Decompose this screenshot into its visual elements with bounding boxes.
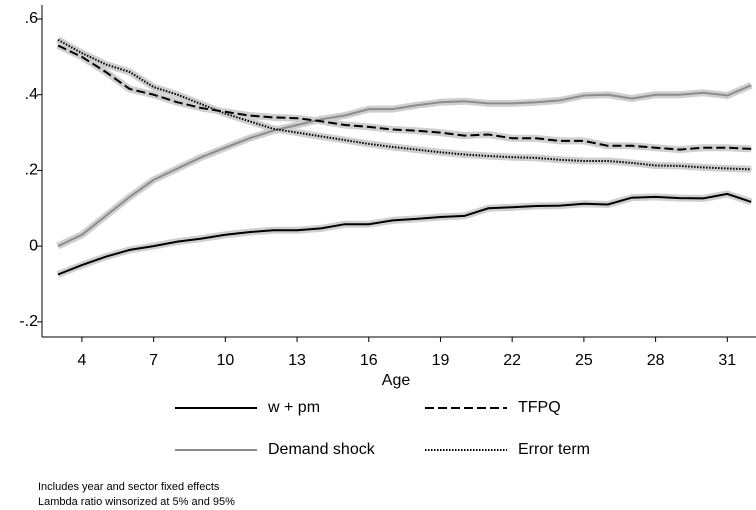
x-axis-label: Age bbox=[382, 372, 411, 389]
legend-label: Demand shock bbox=[268, 441, 376, 458]
x-tick-label: 4 bbox=[77, 352, 86, 369]
x-tick-label: 28 bbox=[647, 352, 665, 369]
series-line bbox=[57, 192, 752, 276]
series-line bbox=[57, 84, 752, 248]
x-tick-label: 25 bbox=[575, 352, 593, 369]
legend-label: w + pm bbox=[267, 399, 320, 416]
y-tick-label: .2 bbox=[25, 162, 38, 179]
x-tick-label: 16 bbox=[360, 352, 378, 369]
note: Includes year and sector fixed effects bbox=[38, 481, 220, 493]
x-tick-label: 19 bbox=[432, 352, 450, 369]
y-tick-label: 0 bbox=[29, 237, 38, 254]
x-tick-label: 13 bbox=[288, 352, 306, 369]
legend-label: TFPQ bbox=[518, 399, 561, 416]
x-tick-label: 7 bbox=[149, 352, 158, 369]
y-tick-label: .6 bbox=[25, 10, 38, 27]
x-tick-label: 31 bbox=[718, 352, 736, 369]
series-line bbox=[57, 38, 752, 171]
confidence-band bbox=[56, 42, 752, 154]
note: Lambda ratio winsorized at 5% and 95% bbox=[38, 496, 235, 508]
y-tick-label: .4 bbox=[25, 86, 38, 103]
x-tick-label: 10 bbox=[216, 352, 234, 369]
x-tick-label: 22 bbox=[503, 352, 521, 369]
y-tick-label: -.2 bbox=[19, 313, 38, 330]
legend-label: Error term bbox=[518, 441, 590, 458]
